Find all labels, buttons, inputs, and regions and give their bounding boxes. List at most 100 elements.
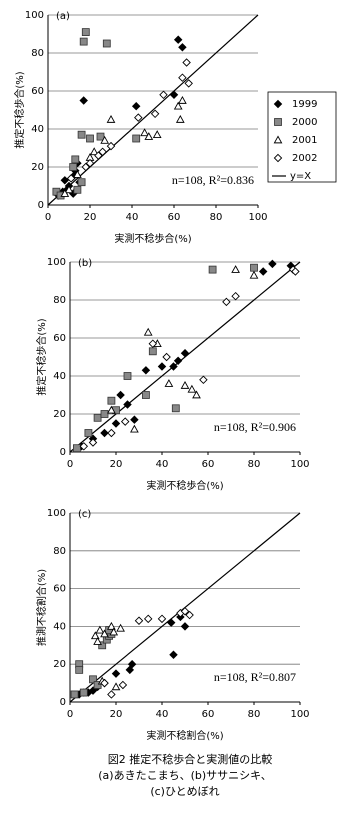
- point: [107, 405, 116, 414]
- x-tick-label: 20: [110, 709, 123, 720]
- x-axis-label: 実測不稔歩合(%): [114, 232, 191, 245]
- point: [102, 39, 111, 48]
- point: [107, 690, 116, 699]
- point: [134, 113, 143, 122]
- y-tick-label: 20: [53, 659, 66, 670]
- x-tick-label: 100: [290, 709, 309, 720]
- point: [178, 95, 187, 104]
- point: [90, 631, 100, 640]
- point: [96, 132, 105, 141]
- point: [89, 147, 99, 156]
- point: [73, 444, 81, 453]
- x-tick-label: 0: [45, 212, 51, 223]
- point: [120, 417, 130, 426]
- point: [60, 176, 70, 185]
- stats: n=108, R²=0.807: [214, 670, 296, 684]
- x-tick-label: 20: [110, 459, 123, 470]
- point: [208, 265, 217, 274]
- point: [123, 400, 132, 409]
- annotation: (b): [78, 258, 92, 269]
- x-tick-label: 40: [156, 709, 169, 720]
- point: [100, 428, 109, 438]
- x-tick-label: 60: [168, 212, 181, 223]
- x-tick-label: 80: [248, 709, 261, 720]
- y-axis-label: 推定不稔歩合(%): [13, 71, 26, 148]
- point: [141, 366, 151, 375]
- point: [118, 680, 128, 690]
- point: [93, 636, 102, 645]
- caption: (a)あきたこまち、(b)ササニシキ、: [98, 769, 271, 782]
- x-axis-label: 実測不稔割合(%): [146, 729, 223, 742]
- point: [88, 438, 98, 447]
- point: [75, 665, 84, 674]
- point: [100, 678, 109, 688]
- point: [71, 155, 80, 164]
- point: [95, 625, 105, 634]
- point: [164, 379, 174, 387]
- point: [182, 58, 191, 67]
- x-tick-label: 0: [67, 459, 73, 470]
- annotation: (a): [56, 11, 70, 22]
- x-tick-label: 40: [156, 459, 169, 470]
- point: [171, 404, 180, 413]
- stats: n=108, R²=0.836: [172, 173, 254, 187]
- y-tick-label: 100: [47, 508, 66, 519]
- point: [148, 347, 157, 356]
- y-axis-label: 推定不稔歩合(%): [35, 318, 48, 395]
- point: [79, 688, 88, 697]
- point: [93, 413, 102, 422]
- point: [180, 622, 190, 631]
- annotation: (c): [78, 509, 91, 520]
- point: [77, 130, 86, 139]
- point: [79, 37, 88, 46]
- point: [132, 134, 141, 143]
- point: [268, 259, 277, 269]
- point: [64, 185, 74, 194]
- x-tick-label: 20: [84, 212, 97, 223]
- y-tick-label: 0: [60, 447, 66, 458]
- point: [100, 629, 109, 638]
- legend-marker: [274, 118, 282, 126]
- y-axis-label: 推測不稔割合(%): [35, 569, 48, 646]
- y-tick-label: 20: [53, 409, 66, 420]
- point: [180, 380, 190, 389]
- x-tick-label: 80: [248, 459, 261, 470]
- point: [169, 362, 178, 371]
- point: [73, 185, 82, 194]
- legend-label: 2001: [292, 135, 317, 146]
- diagonal-line: [47, 14, 259, 206]
- point: [98, 147, 107, 157]
- point: [175, 114, 185, 123]
- y-tick-label: 60: [53, 333, 66, 344]
- point: [178, 43, 187, 52]
- point: [231, 265, 240, 273]
- point: [150, 109, 160, 119]
- point: [93, 681, 102, 689]
- point: [148, 339, 158, 348]
- x-tick-label: 0: [67, 709, 73, 720]
- point: [173, 101, 183, 110]
- y-tick-label: 80: [53, 295, 66, 306]
- point: [173, 356, 183, 366]
- point: [106, 114, 116, 123]
- point: [69, 163, 78, 171]
- point: [81, 28, 90, 37]
- point: [107, 621, 116, 630]
- point: [130, 424, 139, 433]
- point: [184, 79, 193, 88]
- legend-box: [267, 91, 337, 183]
- point: [134, 616, 144, 625]
- point: [258, 267, 268, 276]
- point: [159, 90, 168, 100]
- point: [131, 101, 141, 111]
- point: [94, 151, 103, 160]
- legend-label: 1999: [292, 99, 317, 110]
- point: [88, 686, 98, 695]
- y-tick-label: 100: [47, 257, 66, 268]
- point: [85, 158, 95, 168]
- point: [77, 178, 86, 187]
- point: [125, 665, 135, 675]
- point: [98, 641, 107, 650]
- point: [70, 690, 79, 699]
- point: [249, 270, 259, 279]
